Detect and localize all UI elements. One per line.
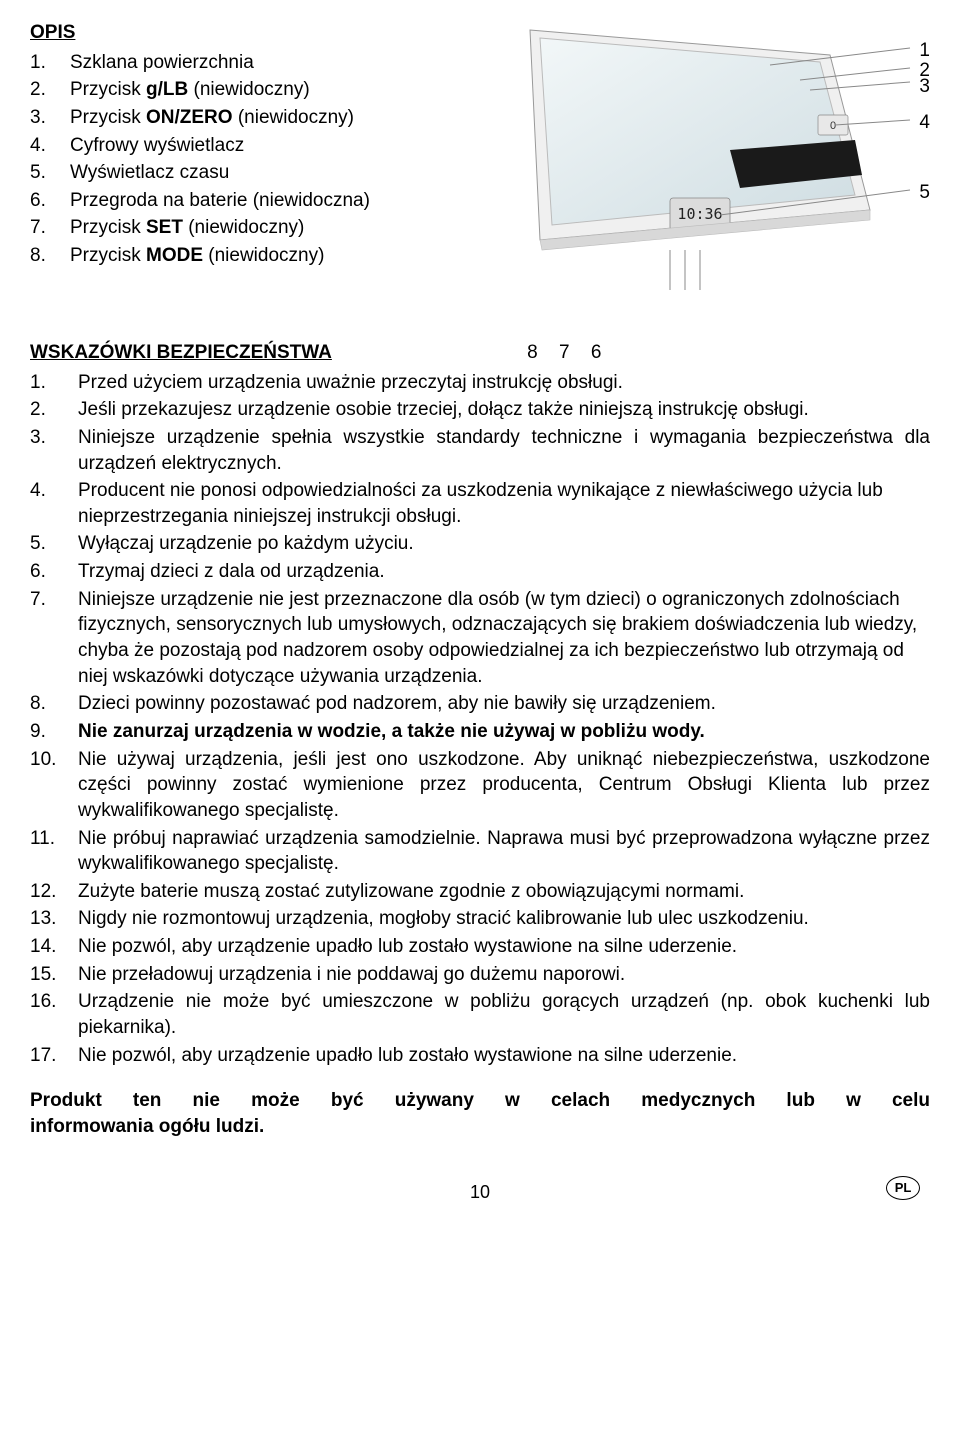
safety-item-num: 10. bbox=[30, 747, 78, 824]
opis-item: 8.Przycisk MODE (niewidoczny) bbox=[30, 243, 450, 269]
safety-item: 16.Urządzenie nie może być umieszczone w… bbox=[30, 989, 930, 1040]
safety-item-num: 13. bbox=[30, 906, 78, 932]
safety-item-text: Nie zanurzaj urządzenia w wodzie, a takż… bbox=[78, 719, 930, 745]
safety-item-text: Nie pozwól, aby urządzenie upadło lub zo… bbox=[78, 934, 930, 960]
safety-item-text: Niniejsze urządzenie spełnia wszystkie s… bbox=[78, 425, 930, 476]
description-block: OPIS 1.Szklana powierzchnia2.Przycisk g/… bbox=[30, 20, 930, 290]
opis-item-text: Szklana powierzchnia bbox=[70, 50, 254, 76]
page-number: 10 bbox=[470, 1182, 490, 1202]
opis-item-num: 1. bbox=[30, 50, 70, 76]
safety-item-text: Urządzenie nie może być umieszczone w po… bbox=[78, 989, 930, 1040]
opis-item: 5.Wyświetlacz czasu bbox=[30, 160, 450, 186]
safety-item-text: Wyłączaj urządzenie po każdym użyciu. bbox=[78, 531, 930, 557]
safety-item-text: Przed użyciem urządzenia uważnie przeczy… bbox=[78, 370, 930, 396]
safety-item-num: 12. bbox=[30, 879, 78, 905]
opis-item-num: 4. bbox=[30, 133, 70, 159]
safety-item-text: Niniejsze urządzenie nie jest przeznaczo… bbox=[78, 587, 930, 690]
safety-item-num: 8. bbox=[30, 691, 78, 717]
safety-item-num: 17. bbox=[30, 1043, 78, 1069]
safety-item: 13.Nigdy nie rozmontowuj urządzenia, mog… bbox=[30, 906, 930, 932]
footer-warning: Produkt ten nie może być używany w celac… bbox=[30, 1088, 930, 1139]
safety-item: 6.Trzymaj dzieci z dala od urządzenia. bbox=[30, 559, 930, 585]
opis-item-num: 6. bbox=[30, 188, 70, 214]
page-footer: 10 PL bbox=[30, 1180, 930, 1210]
safety-item-num: 3. bbox=[30, 425, 78, 476]
safety-item: 9.Nie zanurzaj urządzenia w wodzie, a ta… bbox=[30, 719, 930, 745]
opis-item: 1.Szklana powierzchnia bbox=[30, 50, 450, 76]
opis-item-text: Przegroda na baterie (niewidoczna) bbox=[70, 188, 370, 214]
opis-item-num: 2. bbox=[30, 77, 70, 103]
opis-item-text: Przycisk MODE (niewidoczny) bbox=[70, 243, 324, 269]
safety-title: WSKAZÓWKI BEZPIECZEŃSTWA bbox=[30, 340, 332, 366]
safety-item-text: Nie pozwól, aby urządzenie upadło lub zo… bbox=[78, 1043, 930, 1069]
opis-item: 6.Przegroda na baterie (niewidoczna) bbox=[30, 188, 450, 214]
safety-item: 2.Jeśli przekazujesz urządzenie osobie t… bbox=[30, 397, 930, 423]
safety-item: 8.Dzieci powinny pozostawać pod nadzorem… bbox=[30, 691, 930, 717]
safety-item-text: Nie używaj urządzenia, jeśli jest ono us… bbox=[78, 747, 930, 824]
opis-item-num: 8. bbox=[30, 243, 70, 269]
safety-item-text: Jeśli przekazujesz urządzenie osobie trz… bbox=[78, 397, 930, 423]
safety-item-text: Dzieci powinny pozostawać pod nadzorem, … bbox=[78, 691, 930, 717]
safety-item-num: 6. bbox=[30, 559, 78, 585]
safety-item-num: 5. bbox=[30, 531, 78, 557]
callout-5: 5 bbox=[919, 180, 930, 206]
product-diagram: 0 10:36 1 2 3 4 5 bbox=[470, 20, 930, 290]
safety-item-text: Producent nie ponosi odpowiedzialności z… bbox=[78, 478, 930, 529]
safety-item: 3.Niniejsze urządzenie spełnia wszystkie… bbox=[30, 425, 930, 476]
safety-item-num: 14. bbox=[30, 934, 78, 960]
safety-item: 11.Nie próbuj naprawiać urządzenia samod… bbox=[30, 826, 930, 877]
safety-item-text: Zużyte baterie muszą zostać zutylizowane… bbox=[78, 879, 930, 905]
safety-item-text: Nie próbuj naprawiać urządzenia samodzie… bbox=[78, 826, 930, 877]
scale-illustration: 0 10:36 bbox=[470, 20, 930, 290]
safety-item-num: 9. bbox=[30, 719, 78, 745]
language-badge: PL bbox=[886, 1176, 920, 1200]
opis-item-num: 5. bbox=[30, 160, 70, 186]
safety-item-num: 2. bbox=[30, 397, 78, 423]
safety-item-num: 4. bbox=[30, 478, 78, 529]
safety-item-text: Trzymaj dzieci z dala od urządzenia. bbox=[78, 559, 930, 585]
callout-3: 3 bbox=[919, 74, 930, 100]
opis-item-text: Cyfrowy wyświetlacz bbox=[70, 133, 244, 159]
safety-item: 1.Przed użyciem urządzenia uważnie przec… bbox=[30, 370, 930, 396]
safety-item: 10.Nie używaj urządzenia, jeśli jest ono… bbox=[30, 747, 930, 824]
opis-item: 3.Przycisk ON/ZERO (niewidoczny) bbox=[30, 105, 450, 131]
safety-item-num: 15. bbox=[30, 962, 78, 988]
opis-item-text: Przycisk g/LB (niewidoczny) bbox=[70, 77, 310, 103]
safety-item-num: 7. bbox=[30, 587, 78, 690]
opis-item-num: 7. bbox=[30, 215, 70, 241]
opis-item: 4.Cyfrowy wyświetlacz bbox=[30, 133, 450, 159]
time-readout: 10:36 bbox=[677, 205, 722, 223]
safety-item: 12.Zużyte baterie muszą zostać zutylizow… bbox=[30, 879, 930, 905]
bottom-callouts: 8 7 6 bbox=[527, 340, 609, 366]
safety-item: 7.Niniejsze urządzenie nie jest przeznac… bbox=[30, 587, 930, 690]
safety-item: 17.Nie pozwól, aby urządzenie upadło lub… bbox=[30, 1043, 930, 1069]
safety-section: WSKAZÓWKI BEZPIECZEŃSTWA 8 7 6 1.Przed u… bbox=[30, 340, 930, 1068]
callout-4: 4 bbox=[919, 110, 930, 136]
safety-item-num: 11. bbox=[30, 826, 78, 877]
safety-item: 4.Producent nie ponosi odpowiedzialności… bbox=[30, 478, 930, 529]
opis-item: 7.Przycisk SET (niewidoczny) bbox=[30, 215, 450, 241]
opis-title: OPIS bbox=[30, 20, 450, 46]
opis-item-text: Wyświetlacz czasu bbox=[70, 160, 229, 186]
safety-item-num: 1. bbox=[30, 370, 78, 396]
safety-item-text: Nigdy nie rozmontowuj urządzenia, mogłob… bbox=[78, 906, 930, 932]
digit-readout: 0 bbox=[830, 120, 836, 132]
safety-item: 5.Wyłączaj urządzenie po każdym użyciu. bbox=[30, 531, 930, 557]
opis-item-num: 3. bbox=[30, 105, 70, 131]
safety-item-text: Nie przeładowuj urządzenia i nie poddawa… bbox=[78, 962, 930, 988]
opis-item-text: Przycisk ON/ZERO (niewidoczny) bbox=[70, 105, 354, 131]
opis-item: 2.Przycisk g/LB (niewidoczny) bbox=[30, 77, 450, 103]
safety-item: 15.Nie przeładowuj urządzenia i nie podd… bbox=[30, 962, 930, 988]
opis-item-text: Przycisk SET (niewidoczny) bbox=[70, 215, 304, 241]
safety-item: 14.Nie pozwól, aby urządzenie upadło lub… bbox=[30, 934, 930, 960]
safety-item-num: 16. bbox=[30, 989, 78, 1040]
opis-list: OPIS 1.Szklana powierzchnia2.Przycisk g/… bbox=[30, 20, 450, 290]
